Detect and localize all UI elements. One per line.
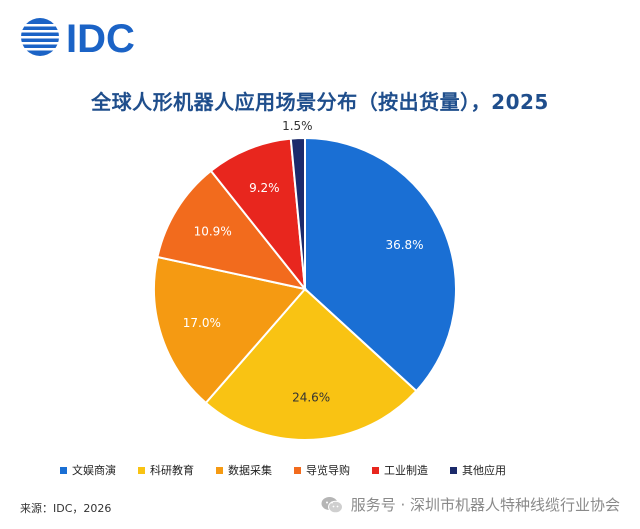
legend-item: 数据采集 (216, 462, 272, 478)
idc-logo: IDC (20, 17, 135, 61)
legend-swatch (60, 466, 67, 474)
watermark-text: 服务号 · 深圳市机器人特种线缆行业协会 (350, 496, 620, 514)
legend-label: 工业制造 (384, 464, 428, 477)
pie-slice-5 (209, 137, 307, 293)
legend-label: 导览导购 (306, 464, 350, 477)
pie-chart: 36.8% 24.6% 17.0% 10.9% 9.2% 1.5% (153, 119, 457, 441)
wechat-icon (321, 496, 343, 513)
legend-swatch (216, 466, 223, 474)
pie-slice-2 (204, 287, 418, 441)
legend-item: 导览导购 (294, 462, 350, 478)
slice-value-label: 17.0% (183, 316, 221, 330)
legend-label: 科研教育 (150, 464, 194, 477)
legend-swatch (138, 466, 145, 474)
slice-value-label: 9.2% (249, 181, 280, 195)
pie-slice-6 (289, 136, 306, 290)
watermark: 服务号 · 深圳市机器人特种线缆行业协会 (321, 494, 620, 515)
legend-swatch (294, 466, 301, 474)
legend-item: 科研教育 (138, 462, 194, 478)
slice-value-label: 24.6% (292, 391, 330, 405)
legend-label: 数据采集 (228, 464, 272, 477)
pie-slice-3 (153, 255, 307, 405)
source-note: 来源：IDC，2026 (20, 502, 112, 515)
legend-label: 文娱商演 (72, 464, 116, 477)
legend-swatch (372, 466, 379, 474)
globe-icon (20, 18, 60, 56)
slice-value-label: 10.9% (194, 225, 232, 239)
chart-legend: 文娱商演 科研教育 数据采集 导览导购 工业制造 其他应用 (60, 462, 506, 478)
legend-swatch (450, 466, 457, 474)
legend-item: 文娱商演 (60, 462, 116, 478)
legend-label: 其他应用 (462, 464, 506, 477)
legend-item: 其他应用 (450, 462, 506, 478)
pie-slice-1 (304, 136, 457, 393)
slice-value-label: 1.5% (282, 119, 313, 133)
chart-title: 全球人形机器人应用场景分布（按出货量），2025 (91, 90, 549, 114)
slice-value-label: 36.8% (385, 238, 423, 252)
logo-text: IDC (66, 17, 135, 61)
pie-slice-4 (156, 169, 308, 291)
legend-item: 工业制造 (372, 462, 428, 478)
